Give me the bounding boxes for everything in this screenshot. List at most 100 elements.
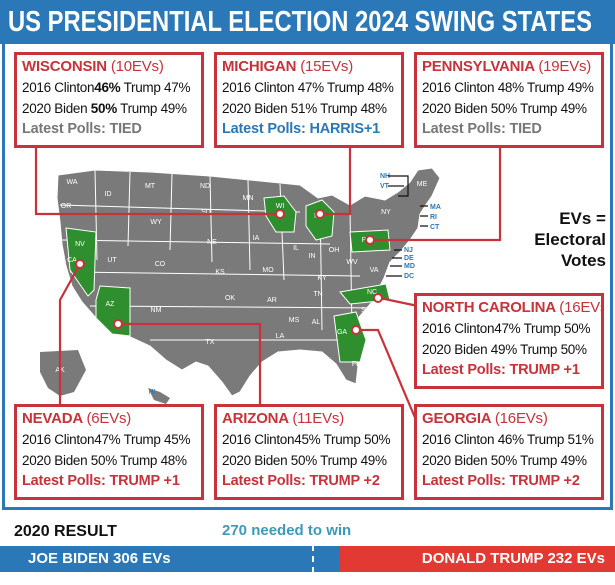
map-label-va: VA [370,267,379,274]
latest-polls: Latest Polls: TRUMP +1 [422,362,580,378]
map-label-nc: NC [367,289,377,296]
map-label-nv: NV [75,241,85,248]
result-2020: 2020 Biden 50% Trump 49% [422,101,587,116]
result-2016: 2016 Clinton 46% Trump 51% [422,432,594,447]
map-label-sd: SD [201,209,211,216]
result-2020: 2020 Biden 49% Trump 50% [422,342,587,357]
map-label-vt: VT [380,183,390,190]
northeast-callout-lines [386,175,428,277]
connector-pennsylvania [372,148,502,242]
map-label-ks: KS [215,269,225,276]
state-box-georgia: GEORGIA (16EVs) 2016 Clinton 46% Trump 5… [414,404,604,500]
latest-polls: Latest Polls: TIED [422,121,542,137]
map-label-ga: GA [337,329,347,336]
result-2020: 2020 Biden 50% Trump 49% [22,101,187,116]
connector-arizona [118,322,262,404]
map-label-ct: CT [430,224,440,231]
map-label-ia: IA [253,235,260,242]
connector-georgia [358,328,418,421]
result-2016: 2016 Clinton 48% Trump 49% [422,80,594,95]
map-label-la: LA [276,333,285,340]
result-2016: 2016 Clinton45% Trump 50% [222,432,391,447]
needed-to-win-label: 270 needed to win [222,522,352,539]
result-2020: 2020 Biden 50% Trump 48% [22,453,187,468]
alaska-shape [40,350,86,396]
connector-lines [34,148,502,421]
marker-georgia [351,325,361,335]
result-2016: 2016 Clinton46% Trump 47% [22,80,191,95]
state-box-nevada: NEVADA (6EVs) 2016 Clinton47% Trump 45% … [14,404,204,500]
map-label-al: AL [312,319,321,326]
map-label-mt: MT [145,183,156,190]
latest-polls: Latest Polls: TRUMP +1 [22,473,180,489]
biden-bar: JOE BIDEN 306 EVs [0,546,340,572]
result-2016: 2016 Clinton47% Trump 45% [22,432,191,447]
state-box-wisconsin: WISCONSIN (10EVs) 2016 Clinton46% Trump … [14,52,204,148]
map-label-tn: TN [313,291,322,298]
map-label-tx: TX [206,339,215,346]
map-label-dc: DC [404,273,414,280]
result-label: 2020 RESULT [14,523,117,540]
graphic-frame [2,44,613,510]
map-label-or: OR [61,203,72,210]
marker-michigan [315,209,325,219]
map-label-mn: MN [243,195,254,202]
map-label-ma: MA [430,204,441,211]
state-box-arizona: ARIZONA (11EVs) 2016 Clinton45% Trump 50… [214,404,404,500]
map-label-wi: WI [276,203,285,210]
map-label-hi: HI [149,389,156,396]
map-label-wv: WV [346,259,358,266]
map-label-ne: NE [207,239,217,246]
marker-nevada [75,259,85,269]
marker-arizona [113,319,123,329]
state-title: WISCONSIN (10EVs) [22,58,164,75]
latest-polls: Latest Polls: TRUMP +2 [422,473,580,489]
georgia-shape [333,311,367,363]
marker-north-carolina [373,293,383,303]
map-label-id: ID [105,191,112,198]
map-label-ri: RI [430,214,437,221]
arizona-shape [95,285,131,337]
state-box-north-carolina: NORTH CAROLINA (16EVs) 2016 Clinton47% T… [414,293,604,389]
state-title: GEORGIA (16EVs) [422,410,548,427]
map-label-ar: AR [267,297,277,304]
result-2020: 2020 Biden 50% Trump 49% [222,453,387,468]
legend-line-3: Votes [560,251,606,270]
connector-north-carolina [379,296,419,308]
map-label-ca: CA [67,257,77,264]
connector-nevada [58,263,81,404]
map-label-me: ME [417,181,428,188]
state-markers [75,209,383,335]
map-label-ny: NY [381,209,391,216]
result-2016: 2016 Clinton47% Trump 50% [422,321,591,336]
map-label-ky: KY [317,275,327,282]
map-label-mo: MO [262,267,274,274]
page-title: US PRESIDENTIAL ELECTION 2024 SWING STAT… [0,0,615,44]
latest-polls: Latest Polls: HARRIS+1 [222,121,380,137]
map-label-nj: NJ [404,247,413,254]
state-title: MICHIGAN (15EVs) [222,58,353,75]
map-label-md: MD [404,263,415,270]
legend-line-1: EVs = [559,209,606,228]
state-box-pennsylvania: PENNSYLVANIA (19EVs) 2016 Clinton 48% Tr… [414,52,604,148]
connector-michigan [322,148,352,216]
map-label-wa: WA [66,179,77,186]
map-label-il: IL [293,245,299,252]
state-title: NORTH CAROLINA (16EVs) [422,299,601,316]
state-title: ARIZONA (11EVs) [222,410,345,427]
map-label-fl: FL [352,361,360,368]
map-label-in: IN [309,253,316,260]
state-title: NEVADA (6EVs) [22,410,132,427]
map-label-az: AZ [106,301,116,308]
map-label-nh: NH [380,173,390,180]
biden-bar-label: JOE BIDEN 306 EVs [28,550,171,567]
threshold-line [312,545,314,573]
latest-polls: Latest Polls: TIED [22,121,142,137]
map-label-nm: NM [151,307,162,314]
connector-wisconsin [34,148,278,216]
latest-polls: Latest Polls: TRUMP +2 [222,473,380,489]
trump-bar: DONALD TRUMP 232 EVs [340,546,615,572]
map-label-wy: WY [150,219,162,226]
state-box-michigan: MICHIGAN (15EVs) 2016 Clinton 47% Trump … [214,52,404,148]
